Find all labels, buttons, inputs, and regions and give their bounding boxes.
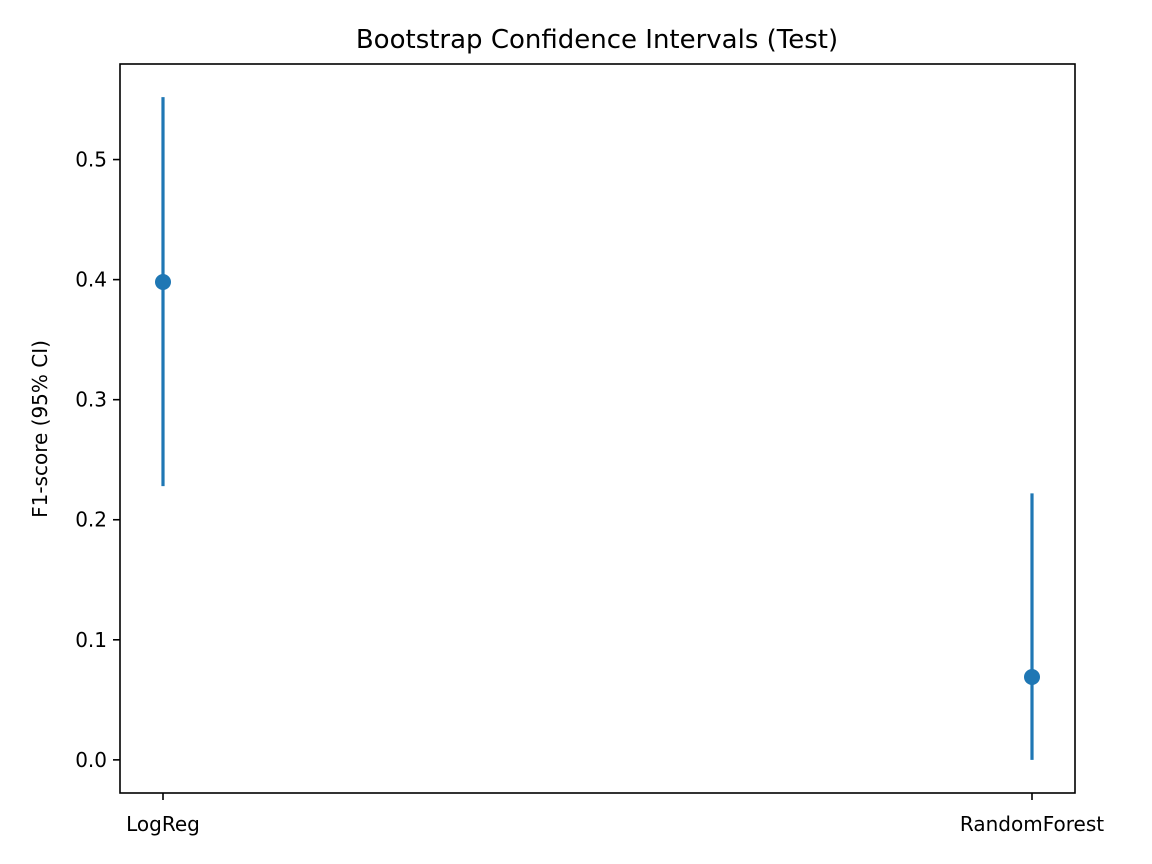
y-tick-label: 0.5 [75,148,107,172]
x-tick-label: LogReg [126,812,200,836]
y-tick-label: 0.2 [75,508,107,532]
plot-frame [119,63,1076,794]
y-tick-label: 0.0 [75,748,107,772]
y-tick-label: 0.4 [75,268,107,292]
plot-marks [155,97,1040,760]
y-tick-label: 0.1 [75,628,107,652]
chart-title: Bootstrap Confidence Intervals (Test) [356,25,838,55]
y-tick-label: 0.3 [75,388,107,412]
y-axis: 0.0 0.1 0.2 0.3 0.4 0.5 [75,148,120,772]
x-axis: LogReg RandomForest [126,793,1104,836]
data-point [1024,669,1040,686]
data-point [155,274,171,291]
y-axis-label: F1-score (95% CI) [28,340,52,518]
x-tick-label: RandomForest [960,812,1104,836]
